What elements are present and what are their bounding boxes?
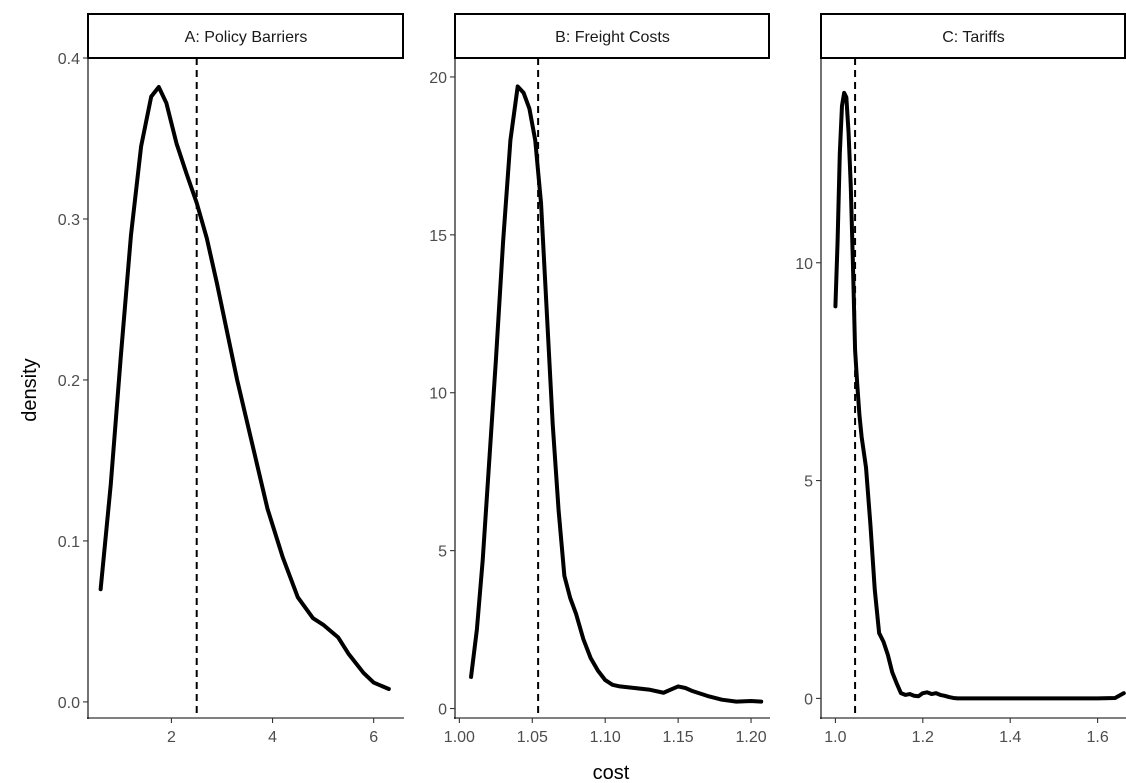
panel-strip [87,13,404,59]
y-tick-label: 0 [438,702,447,719]
x-tick-label: 1.00 [444,729,475,746]
x-tick-label: 1.4 [999,729,1021,746]
x-tick-label: 1.2 [912,729,934,746]
x-tick-label: 6 [369,729,378,746]
panel-title: B: Freight Costs [555,29,670,46]
density-curve [469,84,764,704]
x-tick-label: 4 [268,729,277,746]
y-tick-label: 0 [804,691,813,708]
y-tick-label: 10 [795,256,813,273]
y-tick-label: 10 [429,386,447,403]
x-tick-label: 2 [167,729,176,746]
panel-1: A: Policy Barriers 0.0 0.1 0.2 0.3 0.4 2 4 6 [58,13,404,746]
density-curve [833,90,1126,701]
panel-strip [454,13,770,59]
x-tick-label: 1.20 [735,729,766,746]
y-tick-label: 15 [429,228,447,245]
x-tick-label: 1.0 [824,729,846,746]
x-tick-label: 1.6 [1086,729,1108,746]
panel-2: B: Freight Costs 0 5 10 15 20 1.00 1.05 1.10 1.15… [429,13,770,746]
x-tick-label: 1.15 [663,729,694,746]
x-axis-title: cost [593,762,630,783]
y-tick-label: 0.1 [58,534,80,551]
x-tick-label: 1.05 [517,729,548,746]
y-axis-title: density [19,358,41,421]
y-tick-label: 0.4 [58,51,80,68]
x-tick-label: 1.10 [590,729,621,746]
y-tick-label: 5 [438,544,447,561]
y-tick-label: 0.2 [58,373,80,390]
y-tick-label: 0.3 [58,212,80,229]
y-tick-label: 0.0 [58,695,80,712]
density-curve [98,84,391,692]
panel-title: C: Tariffs [942,29,1005,46]
panel-3: C: Tariffs 0 5 10 1.0 1.2 1.4 1.6 [795,13,1126,746]
y-tick-label: 5 [804,474,813,491]
y-tick-label: 20 [429,70,447,87]
panel-strip [820,13,1126,59]
panels-layer: A: Policy Barriers 0.0 0.1 0.2 0.3 0.4 2 4 6 B: F… [58,13,1126,746]
panel-title: A: Policy Barriers [185,29,308,46]
